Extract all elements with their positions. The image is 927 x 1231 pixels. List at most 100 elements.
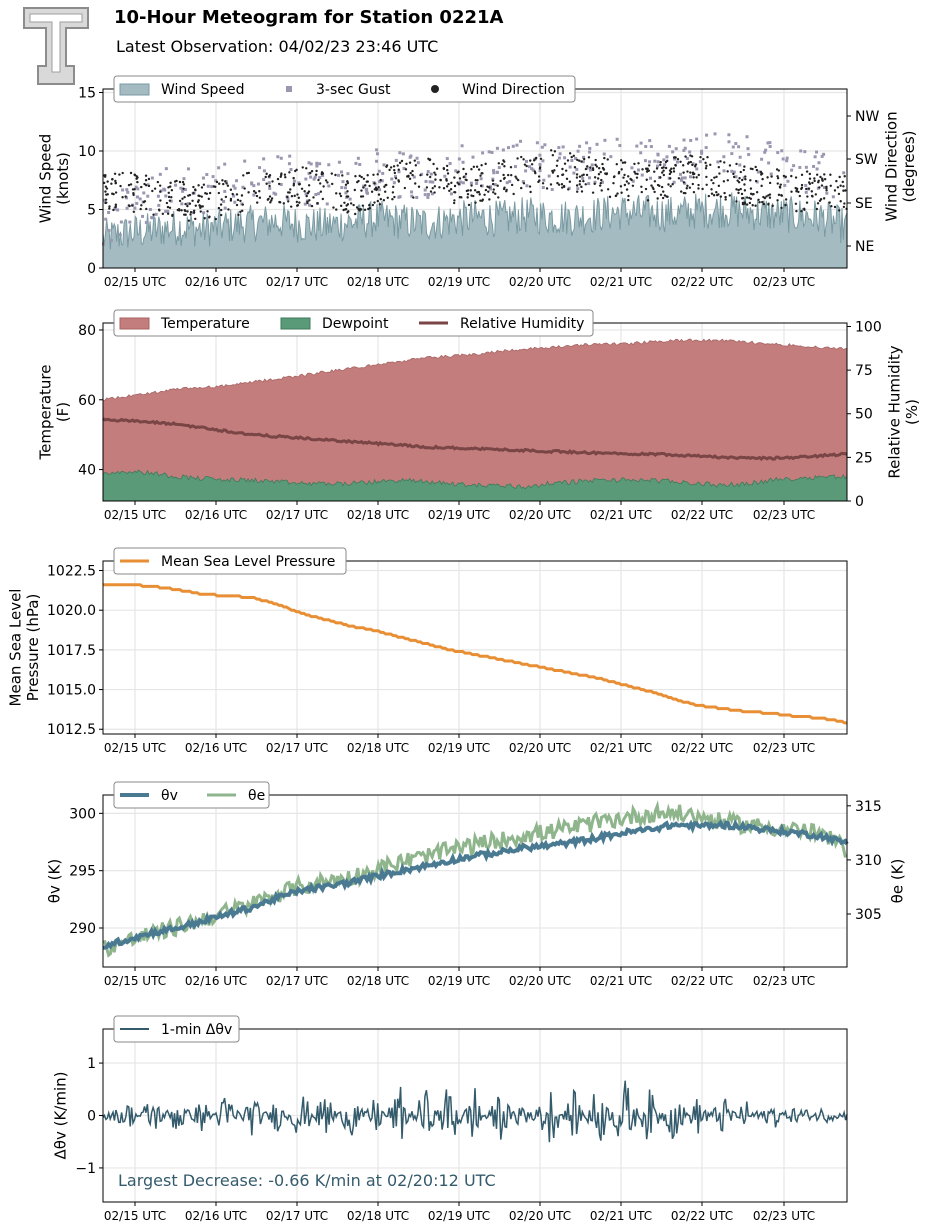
wind-direction-point	[515, 177, 518, 180]
gust-point	[764, 148, 768, 152]
wind-direction-point	[754, 165, 757, 169]
y2-tick-label: SW	[855, 152, 878, 168]
gust-point	[206, 184, 210, 188]
wind-direction-point	[453, 184, 457, 188]
wind-direction-point	[450, 181, 453, 185]
wind-direction-point	[129, 171, 133, 175]
gust-point	[430, 192, 434, 196]
gust-point	[730, 152, 734, 156]
wind-direction-point	[556, 159, 559, 162]
wind-direction-point	[434, 178, 437, 181]
wind-direction-point	[271, 180, 274, 183]
gust-point	[506, 146, 510, 150]
wind-direction-point	[652, 187, 655, 191]
x-tick-label: 02/23 UTC	[753, 1209, 815, 1223]
plot-frame	[102, 560, 848, 735]
gust-point	[309, 162, 313, 166]
wind-direction-point	[697, 183, 700, 187]
gust-point	[375, 159, 379, 163]
gust-point	[382, 163, 386, 167]
y-axis-label: Temperature (F)	[37, 364, 72, 460]
legend-item: 1-min Δθv	[120, 1022, 232, 1038]
wind-direction-point	[280, 172, 283, 175]
gust-point	[318, 162, 322, 166]
gust-point	[722, 169, 726, 173]
wind-direction-point	[685, 187, 688, 190]
wind-direction-point	[346, 211, 349, 214]
wind-direction-point	[664, 166, 668, 170]
gust-point	[272, 191, 276, 195]
gust-point	[490, 150, 494, 154]
gust-point	[222, 200, 226, 204]
wind-direction-point	[108, 205, 111, 208]
wind-direction-point	[778, 186, 782, 189]
gust-point	[653, 159, 657, 163]
legend-item: Dewpoint	[280, 316, 389, 332]
wind-direction-point	[359, 195, 363, 198]
x-tick-label: 02/21 UTC	[590, 275, 652, 289]
wind-direction-point	[704, 161, 707, 165]
wind-direction-point	[627, 198, 630, 202]
wind-direction-point	[458, 177, 462, 180]
wind-direction-point	[127, 183, 131, 187]
wind-direction-point	[584, 167, 588, 171]
x-tick-label: 02/19 UTC	[428, 275, 490, 289]
wind-direction-point	[662, 169, 665, 172]
wind-direction-point	[661, 171, 664, 174]
gust-point	[798, 165, 802, 169]
gust-point	[691, 162, 695, 166]
gust-point	[755, 180, 759, 184]
gust-point	[223, 206, 227, 210]
gust-point	[443, 174, 447, 178]
wind-direction-point	[842, 185, 845, 188]
legend-label: Dewpoint	[322, 316, 389, 332]
wind-direction-point	[719, 160, 722, 163]
wind-direction-point	[341, 174, 344, 177]
wind-direction-point	[140, 185, 143, 189]
wind-direction-point	[679, 160, 682, 163]
wind-direction-point	[198, 204, 202, 208]
gust-point	[815, 150, 819, 154]
wind-direction-point	[709, 163, 712, 167]
wind-direction-point	[656, 197, 659, 200]
gust-point	[183, 188, 187, 192]
wind-direction-point	[606, 188, 610, 191]
wind-direction-point	[140, 204, 143, 207]
wind-direction-point	[844, 189, 847, 192]
wind-direction-point	[653, 170, 656, 173]
wind-direction-point	[378, 203, 382, 206]
wind-direction-point	[670, 167, 673, 170]
wind-direction-point	[103, 181, 106, 185]
wind-direction-point	[214, 217, 218, 221]
gust-point	[813, 155, 817, 159]
wind-direction-point	[392, 165, 396, 168]
wind-direction-point	[560, 183, 564, 186]
wind-direction-point	[158, 184, 162, 187]
wind-direction-point	[405, 162, 408, 166]
gust-point	[663, 163, 667, 167]
gust-point	[700, 151, 704, 155]
wind-direction-point	[576, 158, 579, 162]
wind-direction-point	[139, 207, 142, 211]
wind-direction-point	[114, 179, 117, 183]
wind-direction-point	[578, 179, 582, 183]
gust-point	[790, 168, 794, 172]
gust-point	[312, 177, 316, 181]
plot-frame	[102, 1028, 848, 1203]
gust-point	[567, 186, 571, 190]
wind-direction-point	[650, 184, 653, 187]
wind-direction-point	[605, 172, 609, 175]
gust-point	[756, 170, 760, 174]
y-tick-label: 1017.5	[47, 643, 96, 659]
wind-direction-point	[289, 205, 293, 208]
wind-direction-point	[663, 194, 667, 197]
gust-point	[327, 184, 331, 188]
gust-point	[639, 151, 643, 155]
gust-point	[538, 163, 542, 167]
wind-direction-point	[218, 182, 221, 185]
wind-direction-point	[385, 165, 388, 169]
wind-direction-point	[355, 206, 359, 209]
wind-direction-point	[757, 198, 760, 201]
gust-point	[575, 167, 579, 171]
x-tick-label: 02/17 UTC	[266, 275, 328, 289]
